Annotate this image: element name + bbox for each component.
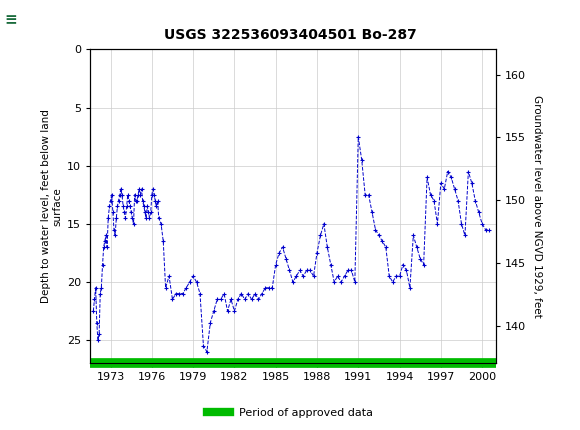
Legend: Period of approved data: Period of approved data <box>203 403 377 422</box>
Y-axis label: Depth to water level, feet below land
surface: Depth to water level, feet below land su… <box>41 110 63 303</box>
Text: USGS 322536093404501 Bo-287: USGS 322536093404501 Bo-287 <box>164 28 416 42</box>
Text: ≡: ≡ <box>4 12 17 27</box>
Text: USGS: USGS <box>16 11 67 29</box>
FancyBboxPatch shape <box>2 2 60 39</box>
Y-axis label: Groundwater level above NGVD 1929, feet: Groundwater level above NGVD 1929, feet <box>532 95 542 318</box>
